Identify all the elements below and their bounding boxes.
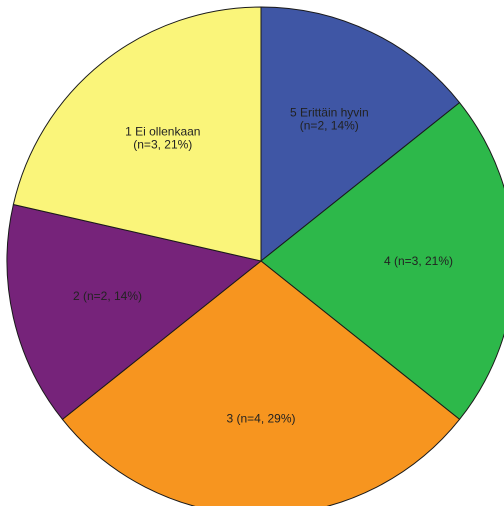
pie-slice-label-5: 1 Ei ollenkaan (n=3, 21%) bbox=[125, 124, 200, 151]
pie-slice-label-line: (n=3, 21%) bbox=[133, 137, 192, 151]
pie-slice-label-line: (n=2, 14%) bbox=[300, 119, 359, 133]
pie-slice-2 bbox=[260, 102, 504, 420]
pie-slice-label-4: 2 (n=2, 14%) bbox=[73, 289, 142, 303]
pie-slice-1 bbox=[260, 6, 461, 262]
pie-slice-label-line: 3 (n=4, 29%) bbox=[226, 412, 295, 426]
pie-slice-label-line: 4 (n=3, 21%) bbox=[384, 254, 453, 268]
pie-slice-label-3: 3 (n=4, 29%) bbox=[226, 412, 295, 426]
pie-slice-label-2: 4 (n=3, 21%) bbox=[384, 254, 453, 268]
pie-slice-label-line: 5 Erittäin hyvin bbox=[290, 106, 369, 120]
pie-slice-label-1: 5 Erittäin hyvin (n=2, 14%) bbox=[290, 106, 369, 133]
pie-slice-3 bbox=[61, 260, 461, 506]
pie-slice-label-line: 1 Ei ollenkaan bbox=[125, 124, 200, 138]
pie-slices bbox=[6, 6, 504, 506]
pie-slice-5 bbox=[12, 6, 262, 262]
pie-slice-4 bbox=[6, 203, 262, 420]
pie-slice-label-line: 2 (n=2, 14%) bbox=[73, 289, 142, 303]
pie-labels: 5 Erittäin hyvin (n=2, 14%) 4 (n=3, 21%) 3 … bbox=[73, 106, 453, 426]
